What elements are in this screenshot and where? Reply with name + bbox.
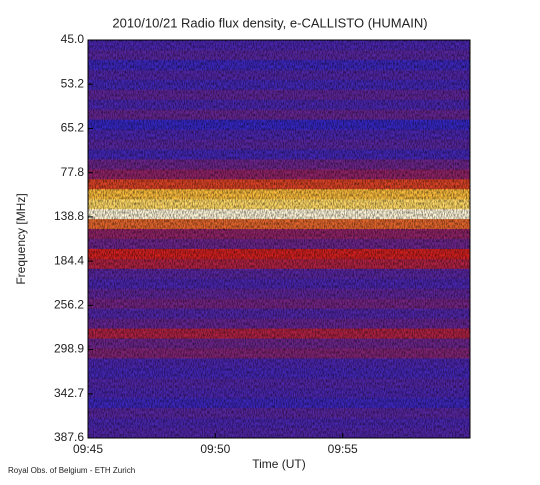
y-tick-label: 65.2: [61, 121, 85, 135]
y-tick-label: 256.2: [54, 298, 84, 312]
y-tick-label: 342.7: [54, 386, 84, 400]
x-axis-label: Time (UT): [252, 457, 306, 471]
y-tick-label: 184.4: [54, 253, 84, 267]
y-tick-label: 298.9: [54, 342, 84, 356]
y-tick-label: 138.8: [54, 209, 84, 223]
y-tick-label: 53.2: [61, 76, 85, 90]
plot-frame: [87, 39, 471, 439]
y-tick-label: 77.8: [61, 165, 85, 179]
chart-title: 2010/10/21 Radio flux density, e-CALLIST…: [112, 15, 427, 30]
plot-area: [88, 40, 470, 438]
y-tick-label: 45.0: [61, 32, 85, 46]
y-axis-label: Frequency [MHz]: [14, 193, 28, 284]
x-tick-label: 09:55: [328, 442, 358, 456]
footer: Royal Obs. of Belgium - ETH Zurich: [8, 466, 135, 475]
noise-texture: [88, 40, 470, 438]
y-tick-label: 387.6: [54, 430, 84, 444]
x-tick-label: 09:50: [200, 442, 230, 456]
x-tick-label: 09:45: [73, 442, 103, 456]
